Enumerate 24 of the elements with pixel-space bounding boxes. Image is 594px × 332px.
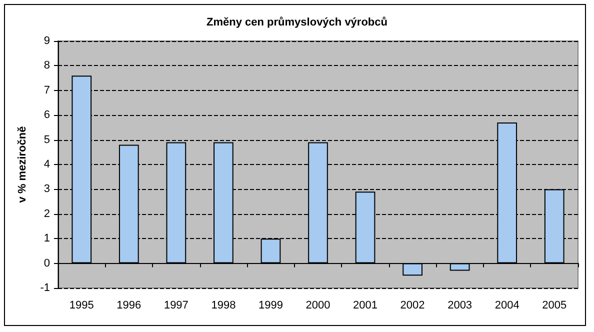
y-tick-label: 5 <box>44 134 50 146</box>
x-tick-label: 1998 <box>211 300 236 312</box>
y-tick-label: 2 <box>44 208 50 220</box>
y-tick-label: 8 <box>44 60 50 72</box>
x-tick-label: 1999 <box>258 300 283 312</box>
chart-title: Změny cen průmyslových výrobců <box>206 16 388 28</box>
y-tick-label: 3 <box>44 183 50 196</box>
y-tick-label: 7 <box>44 84 50 96</box>
y-tick-label: 9 <box>44 35 50 47</box>
y-tick-label: 0 <box>44 257 50 270</box>
x-tick-label: 2000 <box>306 300 330 312</box>
x-tick-label: 2002 <box>400 300 425 312</box>
x-tick-label: 2003 <box>448 300 472 312</box>
y-tick-label: 4 <box>44 158 50 170</box>
x-tick-label: 1997 <box>164 300 188 312</box>
y-tick-label: 1 <box>44 232 50 245</box>
x-tick-label: 2005 <box>542 300 567 312</box>
x-tick-label: 1995 <box>69 300 94 312</box>
y-axis-title: v % meziročně <box>16 126 28 203</box>
x-tick-label: 2004 <box>494 300 520 312</box>
x-tick-label: 1996 <box>116 300 142 312</box>
x-tick-label: 2001 <box>353 300 378 312</box>
y-tick-label: -1 <box>40 282 50 294</box>
y-tick-label: 6 <box>44 109 50 122</box>
